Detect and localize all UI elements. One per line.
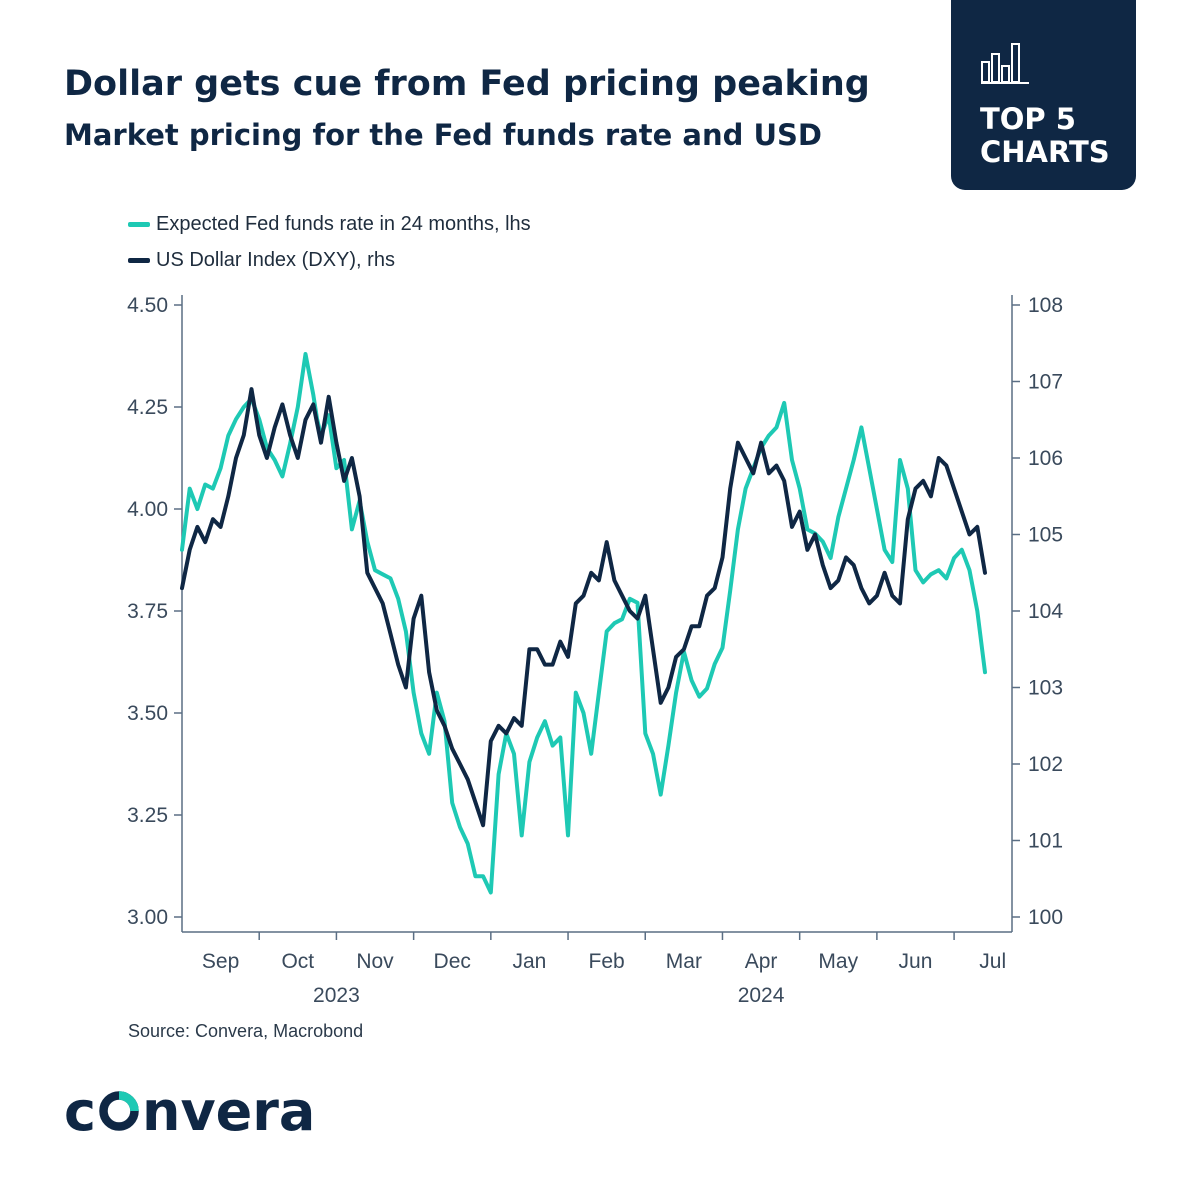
x-tick-label: Jul xyxy=(979,950,1006,973)
y-right-tick-label: 107 xyxy=(1028,371,1063,394)
y-right-tick-label: 102 xyxy=(1028,753,1063,776)
x-year-label: 2024 xyxy=(738,984,785,1007)
x-tick-label: Apr xyxy=(745,950,778,973)
x-tick-label: Jun xyxy=(899,950,933,973)
chart-legend: Expected Fed funds rate in 24 months, lh… xyxy=(128,206,531,278)
badge-line-1: TOP 5 xyxy=(980,102,1076,136)
logo-text-nvera: nvera xyxy=(142,1080,315,1143)
y-right-tick-label: 101 xyxy=(1028,830,1063,853)
y-left-tick-label: 4.00 xyxy=(127,498,168,521)
x-tick-label: Feb xyxy=(589,950,625,973)
y-left-tick-label: 4.50 xyxy=(127,294,168,317)
y-left-tick-label: 3.50 xyxy=(127,702,168,725)
bar-chart-icon xyxy=(981,43,1029,84)
y-right-tick-label: 103 xyxy=(1028,677,1063,700)
x-tick-label: May xyxy=(818,950,858,973)
x-year-label: 2023 xyxy=(313,984,360,1007)
convera-o-mark xyxy=(99,1091,139,1131)
convera-logo-mark: c nvera xyxy=(64,1080,315,1143)
legend-swatch-dxy xyxy=(128,257,150,263)
y-left-tick-label: 3.75 xyxy=(127,600,168,623)
x-tick-label: Mar xyxy=(666,950,702,973)
legend-item-fed-rate: Expected Fed funds rate in 24 months, lh… xyxy=(128,206,531,242)
legend-swatch-fed-rate xyxy=(128,221,150,227)
x-tick-label: Nov xyxy=(356,950,394,973)
series-line-dxy xyxy=(180,387,987,828)
y-right-tick-label: 100 xyxy=(1028,906,1063,929)
y-left-tick-label: 3.00 xyxy=(127,906,168,929)
legend-label-fed-rate: Expected Fed funds rate in 24 months, lh… xyxy=(156,212,531,235)
y-right-tick-label: 106 xyxy=(1028,447,1063,470)
x-tick-label: Dec xyxy=(434,950,471,973)
y-left-tick-label: 3.25 xyxy=(127,804,168,827)
chart-title: Dollar gets cue from Fed pricing peaking xyxy=(64,64,870,104)
chart-subtitle: Market pricing for the Fed funds rate an… xyxy=(64,118,822,152)
x-tick-label: Oct xyxy=(281,950,314,973)
x-tick-label: Sep xyxy=(202,950,239,973)
y-left-tick-label: 4.25 xyxy=(127,396,168,419)
badge-line-2: CHARTS xyxy=(980,135,1110,169)
legend-item-dxy: US Dollar Index (DXY), rhs xyxy=(128,242,531,278)
top-5-charts-badge: TOP 5 CHARTS xyxy=(951,0,1136,190)
y-right-tick-label: 105 xyxy=(1028,524,1063,547)
chart-plot: 3.00 3.25 3.50 3.75 4.00 4.25 4.50 100 101 102 103… xyxy=(127,294,1063,1007)
convera-logo: c nvera xyxy=(64,1080,324,1151)
logo-text-c: c xyxy=(64,1080,96,1143)
source-note: Source: Convera, Macrobond xyxy=(128,1021,364,1041)
y-right-tick-label: 104 xyxy=(1028,600,1063,623)
y-right-tick-label: 108 xyxy=(1028,294,1063,317)
x-tick-label: Jan xyxy=(513,950,547,973)
legend-label-dxy: US Dollar Index (DXY), rhs xyxy=(156,248,395,271)
